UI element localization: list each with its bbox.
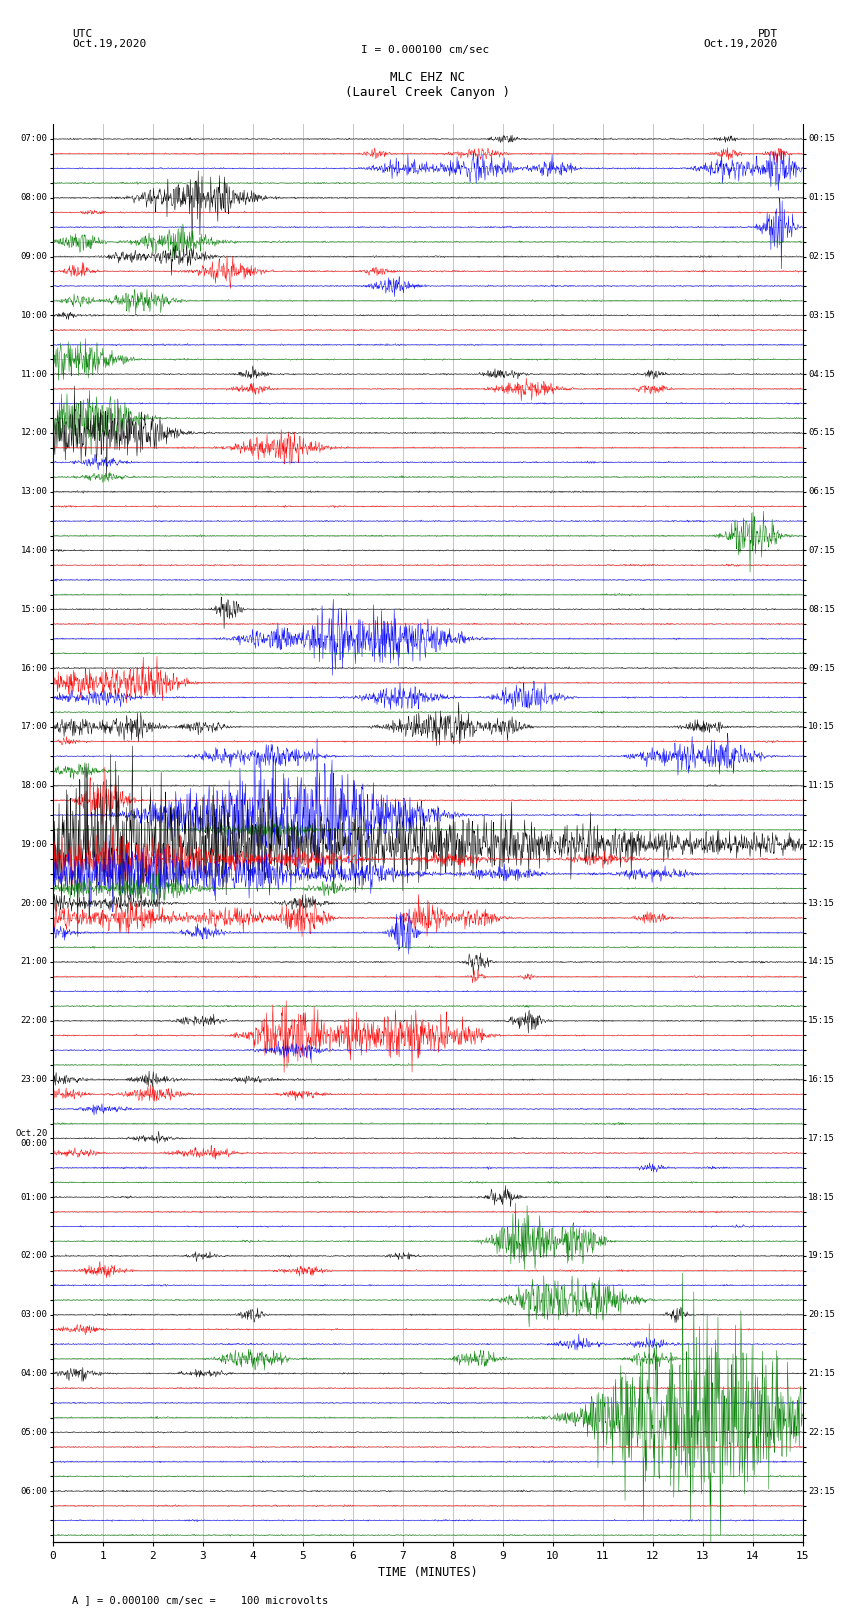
X-axis label: TIME (MINUTES): TIME (MINUTES) xyxy=(377,1566,478,1579)
Title: MLC EHZ NC
(Laurel Creek Canyon ): MLC EHZ NC (Laurel Creek Canyon ) xyxy=(345,71,510,100)
Text: Oct.19,2020: Oct.19,2020 xyxy=(72,39,146,48)
Text: PDT: PDT xyxy=(757,29,778,39)
Text: A ] = 0.000100 cm/sec =    100 microvolts: A ] = 0.000100 cm/sec = 100 microvolts xyxy=(72,1595,328,1605)
Text: UTC: UTC xyxy=(72,29,93,39)
Text: I = 0.000100 cm/sec: I = 0.000100 cm/sec xyxy=(361,45,489,55)
Text: Oct.19,2020: Oct.19,2020 xyxy=(704,39,778,48)
